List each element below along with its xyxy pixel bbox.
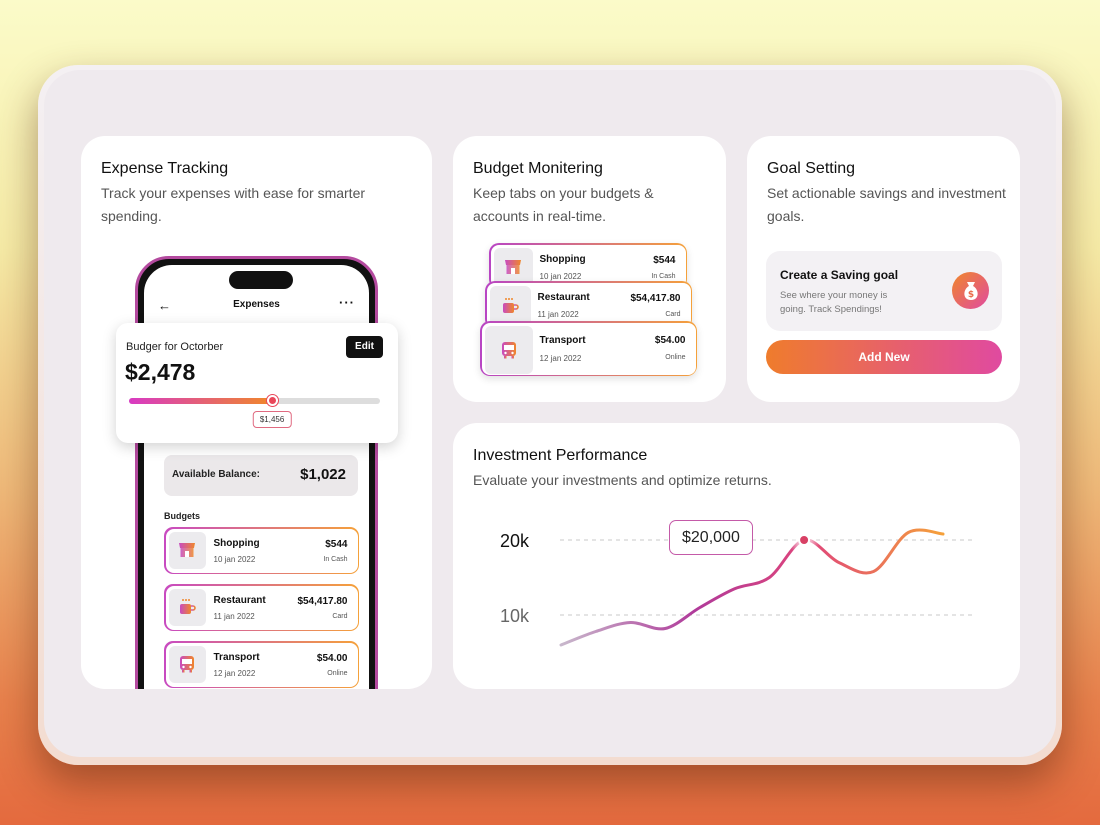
budget-method: Online: [665, 353, 686, 361]
dashboard-surface: Expense Tracking Track your expenses wit…: [44, 70, 1056, 757]
budget-date: 11 jan 2022: [213, 611, 255, 621]
budget-name: Restaurant: [537, 291, 590, 303]
budget-method: In Cash: [651, 272, 676, 280]
budget-name: Transport: [539, 334, 586, 346]
edit-budget-button[interactable]: Edit: [346, 336, 383, 358]
budget-card-transport[interactable]: Transport 12 jan 2022 $54.00 Online: [480, 321, 697, 376]
phone-mockup: ← Expenses ··· Available Balance: $1,022…: [135, 256, 378, 689]
budget-amount-value: $54.00: [316, 652, 348, 664]
device-frame: Expense Tracking Track your expenses wit…: [38, 65, 1062, 765]
budget-amount-value: $54,417.80: [297, 595, 348, 607]
more-options-icon[interactable]: ···: [339, 295, 355, 310]
budget-amount: $2,478: [125, 359, 196, 385]
goal-card-subtitle: Set actionable savings and investment go…: [767, 185, 1006, 224]
bus-icon: [168, 645, 206, 683]
y-tick-label: 10k: [500, 606, 530, 626]
expense-tracking-card: Expense Tracking Track your expenses wit…: [81, 136, 432, 689]
budget-card-inner: Shopping 10 jan 2022 $544 In Cash: [490, 244, 686, 288]
goal-setting-card: Goal Setting Set actionable savings and …: [747, 136, 1020, 402]
coffee-icon: [489, 285, 531, 327]
available-balance-box: Available Balance: $1,022: [164, 455, 358, 496]
budget-name: Restaurant: [213, 594, 266, 606]
phone-screen-title: Expenses: [233, 299, 280, 310]
investment-performance-card: Investment Performance Evaluate your inv…: [453, 423, 1020, 689]
budget-card-title: Budget Monitering: [473, 160, 603, 177]
budget-amount-value: $54.00: [654, 334, 686, 346]
budget-date: 12 jan 2022: [539, 353, 582, 363]
shop-icon: [493, 247, 533, 287]
budget-name: Transport: [213, 651, 260, 663]
budget-row-restaurant[interactable]: Restaurant 11 jan 2022 $54,417.80 Card: [164, 584, 359, 631]
budget-name: Shopping: [539, 253, 586, 265]
saving-goal-box[interactable]: Create a Saving goal See where your mone…: [766, 251, 1002, 331]
available-balance-label: Available Balance:: [172, 469, 261, 480]
budget-monitoring-card: Budget Monitering Keep tabs on your budg…: [453, 136, 726, 402]
add-new-goal-button[interactable]: Add New: [766, 340, 1002, 374]
budget-row-transport[interactable]: Transport 12 jan 2022 $54.00 Online: [164, 641, 359, 688]
coffee-icon: [168, 588, 206, 626]
budget-card-shopping[interactable]: Shopping 10 jan 2022 $544 In Cash: [489, 243, 687, 289]
budget-progress-knob[interactable]: [267, 395, 279, 406]
budget-date: 10 jan 2022: [213, 554, 256, 564]
highlight-point[interactable]: [798, 534, 811, 546]
money-bag-icon: $: [952, 272, 989, 309]
expense-card-title: Expense Tracking: [101, 160, 229, 177]
budget-label: Budger for Octorber: [126, 341, 224, 353]
budget-amount-value: $54,417.80: [630, 292, 681, 304]
y-tick-label: 20k: [500, 531, 530, 551]
budget-row-shopping[interactable]: Shopping 10 jan 2022 $544 In Cash: [164, 527, 359, 574]
budget-name: Shopping: [213, 537, 260, 549]
budget-row-inner: Shopping 10 jan 2022 $544 In Cash: [165, 528, 358, 573]
budget-method: In Cash: [323, 555, 348, 563]
budget-amount-value: $544: [653, 254, 676, 266]
budget-card-restaurant[interactable]: Restaurant 11 jan 2022 $54,417.80 Card: [485, 281, 692, 329]
budget-date: 12 jan 2022: [213, 668, 256, 678]
budgets-heading: Budgets: [164, 511, 200, 521]
back-arrow-icon[interactable]: ←: [158, 298, 171, 313]
budget-row-inner: Restaurant 11 jan 2022 $54,417.80 Card: [165, 585, 358, 630]
investment-card-title: Investment Performance: [473, 447, 648, 464]
monthly-budget-popup: Budger for Octorber $2,478 Edit $1,456: [116, 323, 398, 443]
saving-goal-title: Create a Saving goal: [780, 268, 899, 282]
investment-line-chart: 20k 10k: [500, 524, 973, 647]
chart-tooltip: $20,000: [669, 520, 753, 555]
budget-method: Card: [665, 310, 681, 318]
budget-card-inner: Transport 12 jan 2022 $54.00 Online: [481, 322, 696, 375]
budget-date: 10 jan 2022: [539, 271, 582, 281]
budget-progress-track: [129, 395, 380, 406]
budget-row-inner: Transport 12 jan 2022 $54.00 Online: [165, 642, 358, 687]
investment-series-line: [559, 528, 945, 647]
investment-card-subtitle: Evaluate your investments and optimize r…: [473, 472, 772, 488]
budget-card-inner: Restaurant 11 jan 2022 $54,417.80 Card: [486, 282, 691, 328]
budget-date: 11 jan 2022: [537, 309, 579, 319]
available-balance-value: $1,022: [300, 466, 346, 483]
phone-notch: [229, 271, 293, 289]
expense-card-subtitle: Track your expenses with ease for smarte…: [101, 185, 366, 224]
budget-card-subtitle: Keep tabs on your budgets & accounts in …: [473, 185, 654, 224]
budget-method: Online: [327, 669, 348, 677]
svg-text:$: $: [967, 290, 973, 300]
budget-progress-tag: $1,456: [252, 411, 292, 428]
budget-progress-fill: [129, 398, 273, 404]
phone-nav-bar: ← Expenses ···: [144, 295, 369, 319]
saving-goal-description: See where your money is going. Track Spe…: [780, 290, 888, 315]
budget-method: Card: [332, 612, 348, 620]
shop-icon: [168, 531, 206, 569]
goal-card-title: Goal Setting: [767, 160, 856, 177]
budget-amount-value: $544: [325, 538, 348, 550]
bus-icon: [484, 325, 533, 374]
